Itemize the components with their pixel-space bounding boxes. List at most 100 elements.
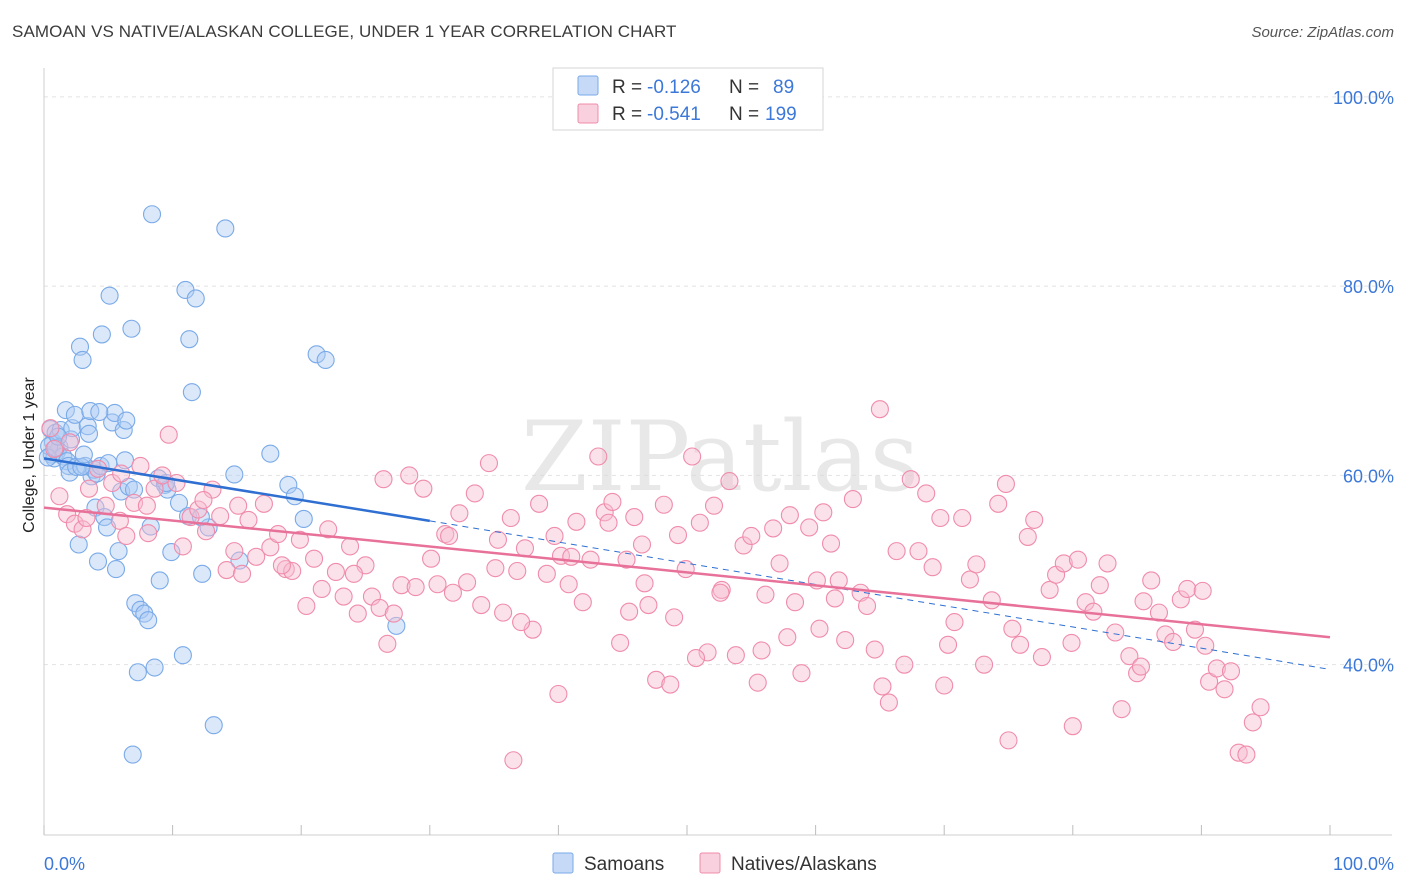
natives-point bbox=[60, 433, 79, 452]
natives-point bbox=[764, 519, 783, 538]
y-tick-label: 100.0% bbox=[1333, 88, 1394, 108]
natives-point bbox=[549, 684, 568, 704]
natives-point bbox=[392, 576, 411, 595]
natives-point bbox=[989, 494, 1008, 513]
natives-point bbox=[1200, 672, 1219, 691]
natives-point bbox=[676, 560, 695, 579]
natives-point bbox=[508, 561, 527, 581]
legend-n-value: 199 bbox=[765, 104, 797, 125]
samoans-point bbox=[150, 571, 169, 590]
natives-point bbox=[996, 474, 1015, 493]
natives-point bbox=[931, 508, 950, 528]
natives-point bbox=[1215, 680, 1234, 699]
samoans-point bbox=[70, 337, 90, 356]
watermark: ZIPatlas bbox=[521, 401, 919, 513]
natives-point bbox=[319, 520, 338, 539]
natives-point bbox=[825, 589, 844, 608]
y-axis-label: College, Under 1 year bbox=[21, 377, 38, 533]
natives-point bbox=[589, 447, 608, 466]
samoans-point bbox=[123, 745, 142, 764]
legend-swatch-natives bbox=[577, 103, 599, 124]
natives-point bbox=[384, 604, 403, 623]
natives-point bbox=[800, 518, 819, 537]
natives-point bbox=[1106, 623, 1125, 642]
natives-point bbox=[472, 596, 491, 615]
natives-point bbox=[1003, 619, 1022, 638]
natives-point bbox=[247, 547, 266, 566]
natives-point bbox=[752, 641, 771, 660]
samoans-point bbox=[261, 444, 280, 463]
natives-point bbox=[1178, 579, 1197, 599]
samoans-point bbox=[106, 560, 126, 579]
natives-point bbox=[239, 510, 258, 529]
natives-point bbox=[1185, 620, 1205, 639]
natives-point bbox=[50, 487, 69, 506]
samoans-point bbox=[139, 611, 158, 630]
samoans-point bbox=[63, 419, 82, 438]
chart-source: Source: ZipAtlas.com bbox=[1251, 24, 1394, 41]
samoans-point bbox=[173, 646, 192, 665]
natives-point bbox=[945, 613, 964, 632]
natives-point bbox=[254, 494, 273, 513]
natives-point bbox=[137, 496, 156, 515]
natives-point bbox=[1134, 592, 1153, 611]
samoans-point bbox=[74, 445, 93, 464]
natives-point bbox=[1062, 633, 1081, 652]
natives-point bbox=[726, 646, 745, 665]
natives-point bbox=[501, 508, 520, 528]
samoans-point bbox=[69, 535, 88, 554]
natives-point bbox=[1063, 717, 1082, 736]
natives-point bbox=[683, 447, 702, 466]
natives-point bbox=[414, 479, 433, 498]
natives-point bbox=[887, 542, 906, 561]
natives-point bbox=[290, 530, 309, 549]
natives-point bbox=[953, 508, 972, 528]
samoans-point bbox=[142, 205, 162, 224]
samoans-point bbox=[79, 424, 99, 443]
samoans-point bbox=[162, 543, 181, 562]
natives-point bbox=[704, 496, 724, 515]
samoans-point bbox=[158, 480, 177, 499]
natives-point bbox=[112, 464, 131, 483]
natives-point bbox=[814, 503, 833, 522]
natives-point bbox=[865, 640, 884, 659]
natives-point bbox=[77, 508, 96, 528]
x-tick-label-max: 100.0% bbox=[1333, 854, 1394, 874]
natives-point bbox=[378, 634, 397, 653]
trend-lines bbox=[43, 457, 1331, 670]
natives-point bbox=[225, 542, 244, 561]
natives-point bbox=[189, 500, 208, 519]
natives-point bbox=[1142, 571, 1161, 590]
natives-point bbox=[836, 631, 855, 650]
natives-point bbox=[654, 495, 673, 514]
natives-point bbox=[1025, 510, 1044, 529]
natives-point bbox=[617, 550, 636, 569]
stats-legend: R = -0.126 N = 89 R = -0.541 N = 199 bbox=[552, 67, 824, 131]
natives-point bbox=[870, 400, 889, 419]
natives-point bbox=[530, 494, 549, 513]
samoans-point bbox=[122, 319, 141, 338]
natives-point bbox=[562, 547, 581, 566]
natives-point bbox=[486, 559, 505, 578]
natives-point bbox=[778, 628, 797, 647]
natives-point bbox=[139, 524, 158, 543]
natives-point bbox=[999, 731, 1018, 750]
natives-point bbox=[665, 608, 684, 627]
natives-point bbox=[573, 593, 592, 612]
natives-point bbox=[504, 751, 523, 770]
series-legend: Samoans Natives/Alaskans bbox=[552, 852, 877, 875]
samoans-point bbox=[92, 325, 111, 344]
legend-r-value: -0.126 bbox=[647, 77, 701, 98]
natives-point bbox=[1207, 659, 1226, 678]
natives-point bbox=[1054, 554, 1073, 573]
natives-point bbox=[194, 490, 213, 510]
natives-point bbox=[559, 575, 578, 594]
natives-point bbox=[734, 536, 753, 555]
natives-point bbox=[159, 425, 178, 444]
samoans-point bbox=[109, 542, 128, 561]
natives-point bbox=[1098, 554, 1117, 573]
natives-point bbox=[1196, 636, 1215, 655]
series-legend-label-samoans: Samoans bbox=[584, 854, 664, 875]
natives-point bbox=[939, 635, 958, 654]
natives-point bbox=[494, 603, 513, 622]
